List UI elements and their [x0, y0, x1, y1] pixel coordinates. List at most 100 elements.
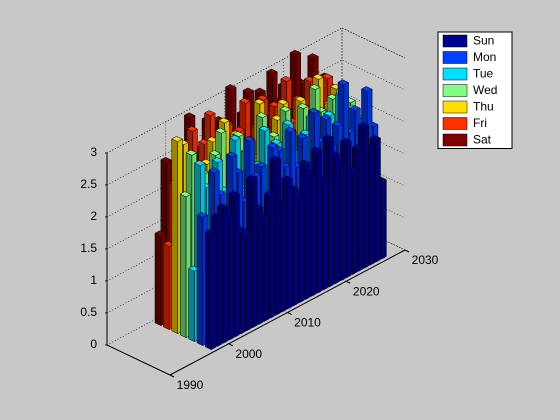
bar-face	[211, 157, 224, 164]
bar-face	[281, 175, 293, 182]
bar-face	[319, 114, 332, 121]
legend-swatch	[442, 133, 468, 147]
bar-face	[369, 134, 382, 141]
bar-face	[258, 206, 264, 326]
x-tick	[287, 312, 292, 315]
bar-face	[346, 140, 352, 279]
legend-swatch	[442, 84, 468, 97]
bar-face	[204, 228, 217, 235]
bar-face	[263, 216, 270, 322]
bar-face	[154, 232, 162, 327]
bar-face	[381, 179, 387, 260]
bar-face	[294, 96, 307, 102]
bar-face	[297, 103, 309, 110]
bar-face	[352, 169, 358, 276]
bar-face	[369, 147, 375, 266]
bar-face	[331, 120, 344, 127]
x-tick-label: 2000	[235, 347, 262, 361]
bar-face	[205, 231, 212, 351]
bar-face	[337, 79, 350, 86]
bar-face	[269, 156, 282, 162]
bar-face	[282, 119, 294, 126]
bar-face	[186, 125, 199, 132]
bar-face	[193, 160, 206, 167]
bar-face	[214, 127, 227, 134]
bar-face	[218, 117, 230, 124]
bar-face	[179, 191, 192, 198]
bar-face	[224, 84, 237, 91]
legend-swatch	[442, 67, 468, 81]
bar-face	[287, 178, 293, 310]
bar-face	[321, 73, 334, 80]
bar-face	[340, 162, 346, 282]
grid-line	[106, 27, 406, 154]
bar-face	[225, 151, 238, 158]
bar-face	[299, 197, 305, 304]
x-tick-label: 2030	[412, 253, 439, 267]
z-tick-label: 2	[90, 209, 97, 223]
bar-face	[239, 97, 251, 104]
bar-face	[298, 159, 311, 166]
bar-face	[211, 231, 217, 351]
bar-face	[266, 142, 279, 149]
bar-face	[289, 49, 302, 56]
bar-face	[267, 131, 280, 138]
bar-face	[233, 126, 246, 133]
legend-swatch	[442, 51, 468, 64]
bar-face	[179, 193, 187, 339]
bar-face	[171, 136, 183, 142]
bar-face	[275, 158, 281, 316]
bar-face	[255, 161, 267, 168]
bar-face	[242, 87, 255, 94]
bar-face	[270, 138, 282, 145]
bar-face	[312, 73, 324, 80]
axis-line	[106, 344, 171, 376]
z-tick-label: 0.5	[80, 305, 97, 319]
bar-face	[310, 147, 323, 153]
legend-label: Tue	[473, 67, 494, 81]
z-tick-label: 2.5	[80, 177, 97, 191]
legend-label: Mon	[473, 50, 496, 64]
bar-face	[210, 212, 223, 219]
bar-face	[293, 187, 299, 307]
bar-face	[357, 122, 370, 128]
bar-face	[339, 137, 352, 144]
bar-face	[256, 94, 269, 101]
bar-face	[183, 112, 196, 119]
grid-line	[106, 91, 406, 218]
z-tick-label: 3	[90, 145, 97, 159]
axis-line	[169, 249, 406, 376]
bar-face	[229, 134, 241, 141]
bar-face	[281, 200, 287, 313]
legend-label: Sun	[473, 34, 494, 48]
bar-face	[263, 191, 276, 198]
bar-face	[171, 138, 178, 335]
legend-label: Sat	[473, 133, 492, 147]
x-tick-label: 2020	[353, 284, 380, 298]
grid-line	[106, 59, 406, 186]
bar-face	[296, 133, 309, 140]
bar-face	[307, 53, 319, 60]
bar-face	[258, 125, 271, 132]
bar-face	[357, 147, 364, 272]
bar-face	[222, 206, 228, 344]
bar-face	[196, 214, 204, 347]
z-tick-label: 1.5	[80, 241, 97, 255]
bar-face	[349, 105, 361, 112]
bar-face	[316, 149, 322, 294]
bar-face	[269, 193, 275, 319]
legend-label: Wed	[473, 83, 497, 97]
legend-swatch	[442, 100, 468, 114]
bar-face	[351, 144, 364, 151]
bar-face	[246, 231, 252, 332]
bar-face	[228, 190, 241, 197]
bar-face	[256, 112, 268, 119]
bar-face	[216, 203, 229, 210]
legend-swatch	[442, 117, 468, 130]
bar-face	[243, 135, 256, 142]
bar-face	[252, 177, 258, 329]
bar-face	[253, 98, 266, 105]
bar-face	[160, 156, 173, 163]
